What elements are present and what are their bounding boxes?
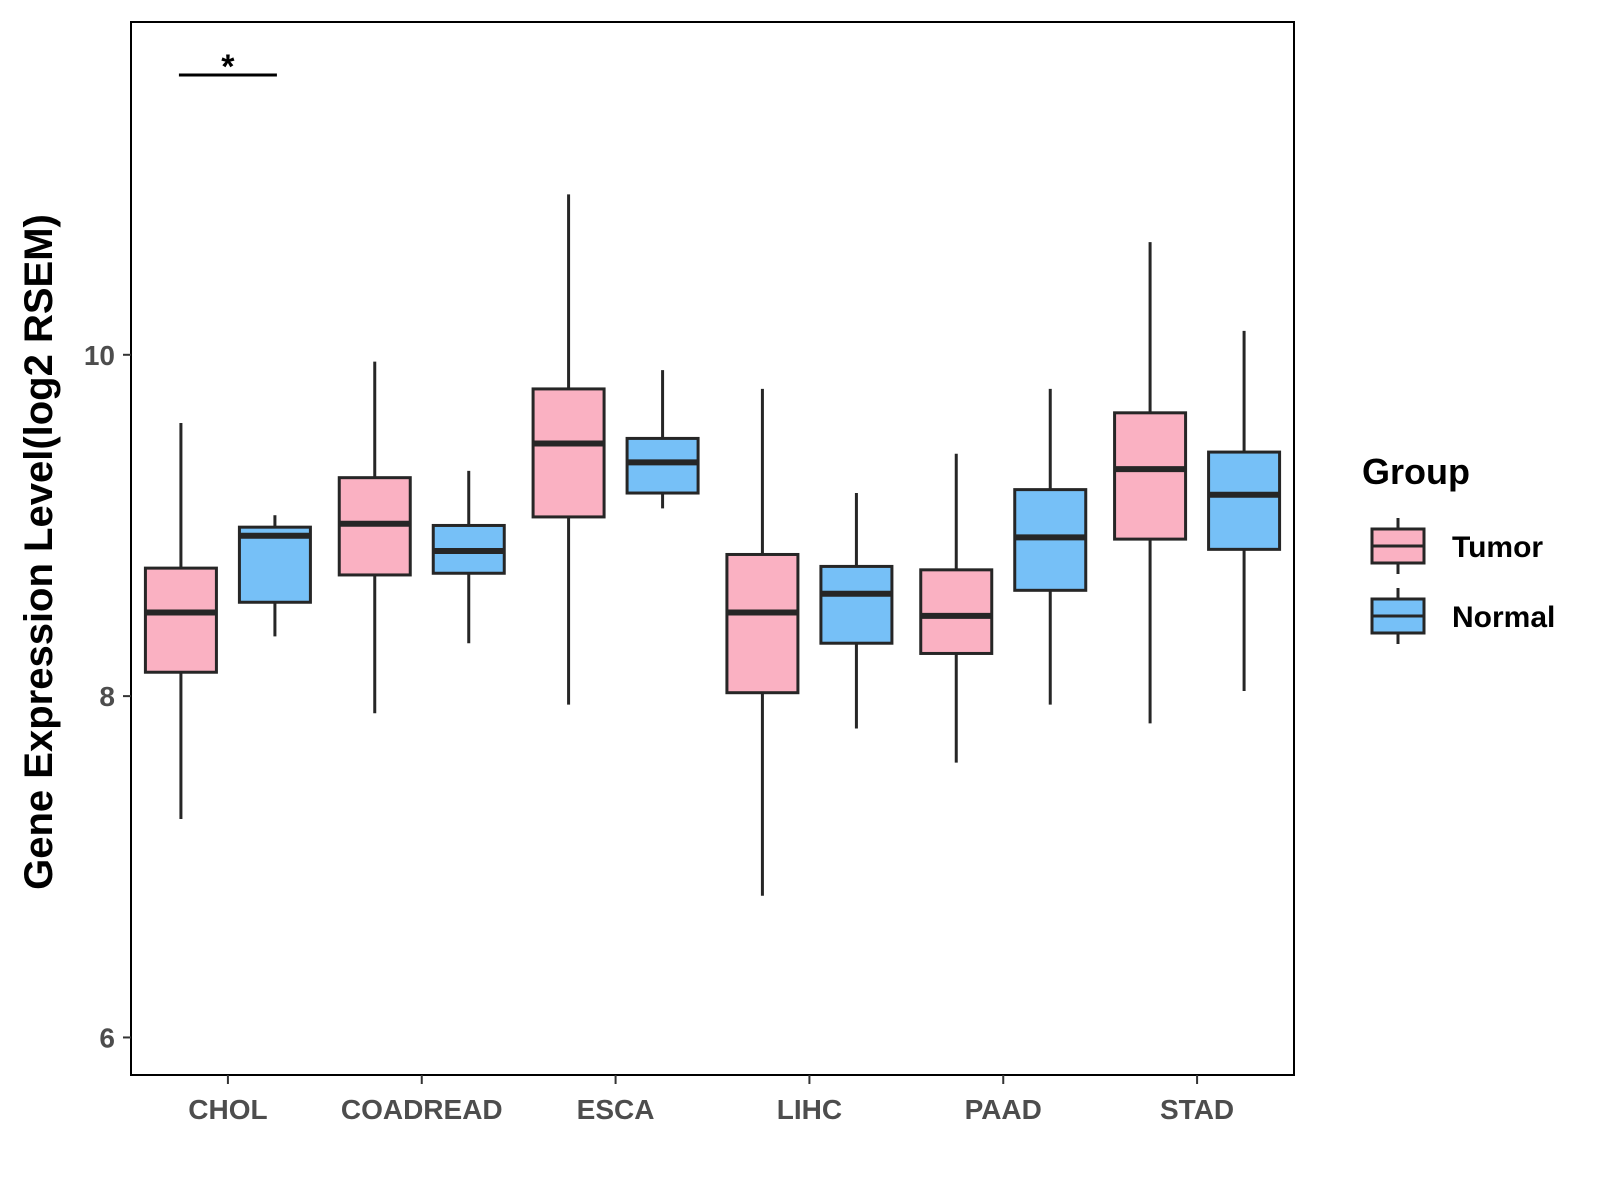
x-tick-label: PAAD — [965, 1094, 1042, 1125]
legend-item-tumor: Tumor — [1370, 518, 1543, 574]
plot-area: * — [143, 48, 1282, 896]
significance-label: * — [221, 48, 235, 86]
y-tick-label: 6 — [99, 1022, 115, 1053]
box-iqr — [725, 552, 800, 695]
box-tumor-chol — [143, 423, 218, 820]
box-iqr — [1113, 411, 1188, 541]
legend-label: Tumor — [1452, 531, 1543, 564]
box-tumor-esca — [531, 194, 606, 705]
box-normal-coadread — [431, 470, 506, 644]
y-tick-label: 8 — [99, 681, 115, 712]
legend-title: Group — [1362, 451, 1470, 492]
box-iqr — [143, 566, 218, 674]
y-axis-title: Gene Expression Level(log2 RSEM) — [17, 214, 61, 890]
x-tick-label: STAD — [1160, 1094, 1234, 1125]
box-tumor-stad — [1113, 242, 1188, 724]
box-normal-esca — [625, 370, 700, 509]
box-tumor-lihc — [725, 388, 800, 896]
x-tick-label: LIHC — [777, 1094, 842, 1125]
box-tumor-coadread — [337, 361, 412, 714]
panel-border — [130, 21, 1295, 1076]
box-iqr — [819, 564, 894, 645]
box-tumor-paad — [919, 453, 994, 763]
box-iqr — [1207, 450, 1282, 551]
y-tick-label: 10 — [84, 340, 115, 371]
box-iqr — [625, 436, 700, 495]
x-tick-label: CHOL — [188, 1094, 267, 1125]
legend-item-normal: Normal — [1370, 588, 1555, 644]
x-tick-label: COADREAD — [341, 1094, 503, 1125]
box-normal-chol — [237, 515, 312, 637]
box-iqr — [531, 387, 606, 519]
x-tick-label: ESCA — [577, 1094, 655, 1125]
box-normal-lihc — [819, 493, 894, 729]
box-iqr — [237, 525, 312, 604]
axes: 6 8 10 CHOL COADREAD ESCA LIHC PAAD STAD — [84, 21, 1295, 1125]
box-iqr — [919, 568, 994, 655]
box-normal-paad — [1013, 388, 1088, 705]
legend-label: Normal — [1452, 601, 1555, 634]
legend: Group Tumor Normal — [1362, 451, 1555, 644]
box-normal-stad — [1207, 330, 1282, 692]
